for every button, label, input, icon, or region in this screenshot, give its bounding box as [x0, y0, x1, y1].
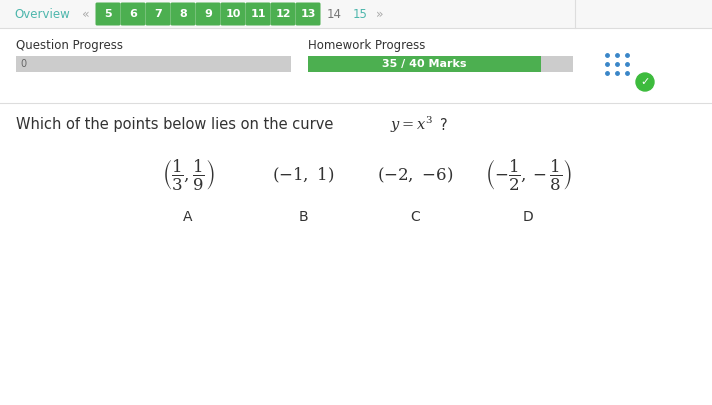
FancyBboxPatch shape: [221, 2, 246, 26]
FancyBboxPatch shape: [145, 2, 170, 26]
Text: Homework Progress: Homework Progress: [308, 38, 425, 51]
FancyBboxPatch shape: [601, 38, 641, 48]
Text: $(-1,\ 1)$: $(-1,\ 1)$: [272, 165, 334, 185]
Text: D: D: [523, 210, 533, 224]
FancyBboxPatch shape: [594, 31, 648, 85]
Text: Overview: Overview: [14, 8, 70, 21]
Text: 9: 9: [204, 9, 212, 19]
FancyBboxPatch shape: [308, 56, 541, 72]
Text: »: »: [376, 8, 384, 21]
Text: Question Progress: Question Progress: [16, 38, 123, 51]
Text: 6: 6: [129, 9, 137, 19]
Text: B: B: [298, 210, 308, 224]
Text: 15: 15: [352, 8, 367, 21]
Text: 14: 14: [327, 8, 342, 21]
Text: C: C: [410, 210, 420, 224]
Text: 13: 13: [300, 9, 315, 19]
Text: $\left(\dfrac{1}{3},\dfrac{1}{9}\right)$: $\left(\dfrac{1}{3},\dfrac{1}{9}\right)$: [162, 158, 214, 192]
Text: 7: 7: [154, 9, 162, 19]
FancyBboxPatch shape: [0, 28, 712, 103]
Text: 8: 8: [179, 9, 187, 19]
FancyBboxPatch shape: [246, 2, 271, 26]
Text: $y = x^3$: $y = x^3$: [390, 115, 434, 135]
FancyBboxPatch shape: [120, 2, 145, 26]
Text: 35 / 40 Marks: 35 / 40 Marks: [382, 59, 467, 69]
FancyBboxPatch shape: [170, 2, 196, 26]
Text: 0: 0: [20, 59, 26, 69]
Text: 12: 12: [276, 9, 290, 19]
FancyBboxPatch shape: [95, 2, 120, 26]
FancyBboxPatch shape: [295, 2, 320, 26]
FancyBboxPatch shape: [16, 56, 291, 72]
Text: Which of the points below lies on the curve: Which of the points below lies on the cu…: [16, 117, 333, 132]
FancyBboxPatch shape: [0, 0, 712, 28]
Text: $(-2,\ {-6})$: $(-2,\ {-6})$: [377, 165, 453, 185]
FancyBboxPatch shape: [271, 2, 295, 26]
Text: $\left(-\dfrac{1}{2},-\dfrac{1}{8}\right)$: $\left(-\dfrac{1}{2},-\dfrac{1}{8}\right…: [485, 158, 571, 192]
Text: 5: 5: [104, 9, 112, 19]
FancyBboxPatch shape: [308, 56, 573, 72]
Text: ?: ?: [440, 117, 448, 132]
Circle shape: [636, 73, 654, 91]
Text: A: A: [183, 210, 193, 224]
Text: ✓: ✓: [640, 77, 649, 87]
Text: 11: 11: [250, 9, 266, 19]
Text: 10: 10: [225, 9, 241, 19]
FancyBboxPatch shape: [196, 2, 221, 26]
Text: «: «: [82, 8, 90, 21]
